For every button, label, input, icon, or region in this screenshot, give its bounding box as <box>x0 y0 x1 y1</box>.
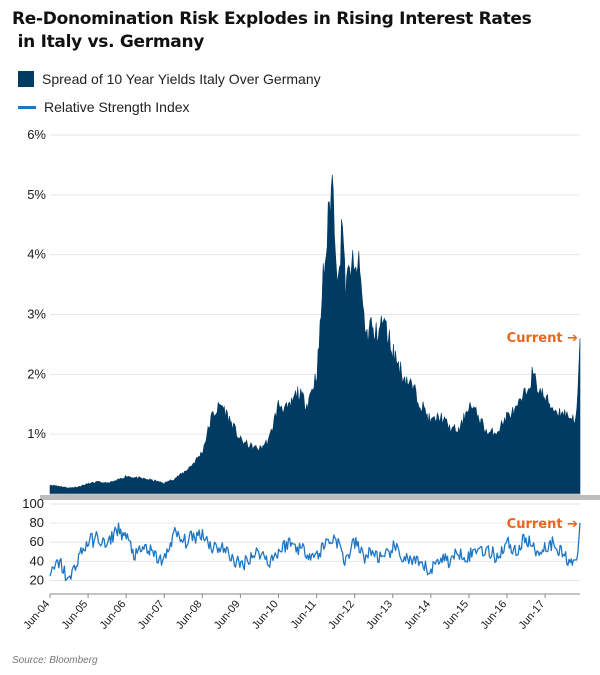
y-tick-label-top: 6% <box>27 127 46 142</box>
x-tick-label: Jun-09 <box>212 598 243 631</box>
y-tick-label-bottom: 100 <box>22 496 44 511</box>
legend-label-rsi: Relative Strength Index <box>44 99 190 115</box>
panel-separator <box>40 495 600 500</box>
y-tick-label-bottom: 20 <box>30 572 44 587</box>
y-tick-label-bottom: 60 <box>30 534 44 549</box>
y-tick-label-top: 3% <box>27 307 46 322</box>
y-tick-label-top: 5% <box>27 187 46 202</box>
x-tick-label: Jun-16 <box>478 598 509 631</box>
legend-label-spread: Spread of 10 Year Yields Italy Over Germ… <box>42 71 321 87</box>
x-tick-label: Jun-14 <box>402 598 433 631</box>
source-note: Source: Bloomberg <box>12 655 98 666</box>
x-tick-label: Jun-13 <box>364 598 395 631</box>
y-tick-label-bottom: 40 <box>30 553 44 568</box>
x-tick-label: Jun-06 <box>98 598 129 631</box>
spread-area <box>49 174 581 495</box>
x-tick-label: Jun-04 <box>21 598 52 631</box>
x-tick-label: Jun-05 <box>60 598 91 631</box>
y-tick-label-top: 1% <box>27 426 46 441</box>
legend-swatch-rsi <box>18 105 36 109</box>
y-tick-label-top: 2% <box>27 366 46 381</box>
x-tick-label: Jun-12 <box>326 598 357 631</box>
x-tick-label: Jun-08 <box>174 598 205 631</box>
rsi-line <box>49 522 581 582</box>
x-tick-label: Jun-10 <box>250 598 281 631</box>
legend-item-spread: Spread of 10 Year Yields Italy Over Germ… <box>18 69 321 89</box>
x-tick-label: Jun-17 <box>517 598 548 631</box>
x-tick-label: Jun-11 <box>289 598 319 631</box>
chart-title: Re-Donomination Risk Explodes in Rising … <box>12 8 592 54</box>
current-annotation-bottom: Current ➔ <box>507 517 578 532</box>
chart-title-line-2: in Italy vs. Germany <box>12 32 205 52</box>
y-tick-label-bottom: 80 <box>30 515 44 530</box>
chart-title-line-1: Re-Donomination Risk Explodes in Rising … <box>12 9 532 29</box>
current-annotation-top: Current ➔ <box>507 331 578 346</box>
legend-item-rsi: Relative Strength Index <box>18 97 190 117</box>
x-tick-label: Jun-15 <box>440 598 471 631</box>
x-tick-label: Jun-07 <box>136 598 167 631</box>
y-tick-label-top: 4% <box>27 247 46 262</box>
legend-swatch-spread <box>18 71 34 87</box>
